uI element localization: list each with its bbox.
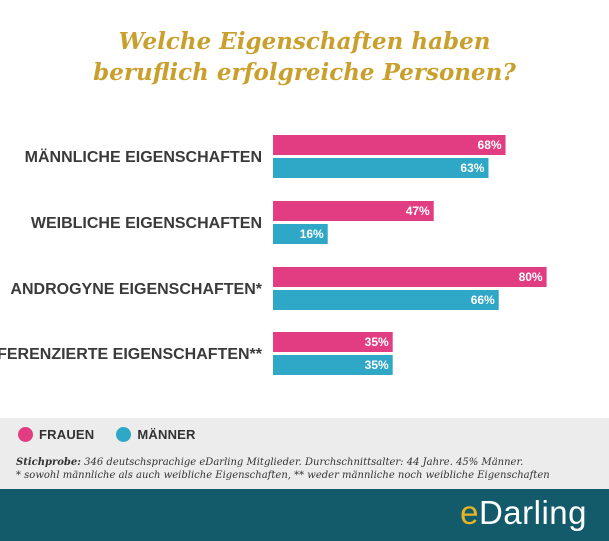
legend-item-frauen: FRAUEN xyxy=(18,427,94,442)
sample-label: Stichprobe: xyxy=(16,457,81,468)
title-line-1: Welche Eigenschaften haben xyxy=(118,28,491,55)
bar-maenner xyxy=(273,224,328,244)
title-line-2: beruflich erfolgreiche Personen? xyxy=(93,59,516,86)
value-label: 16% xyxy=(300,227,324,241)
value-label: 35% xyxy=(365,358,389,372)
legend-label-maenner: MÄNNER xyxy=(137,427,196,442)
category-label: MÄNNLICHE EIGENSCHAFTEN xyxy=(25,148,262,166)
value-label: 63% xyxy=(460,161,484,175)
footer-bar: eDarling xyxy=(0,489,609,541)
sample-notes: Stichprobe: 346 deutschsprachige eDarlin… xyxy=(16,456,596,482)
legend-label-frauen: FRAUEN xyxy=(39,427,95,442)
bar-frauen xyxy=(273,201,434,221)
bar-maenner xyxy=(273,290,499,310)
legend: FRAUEN MÄNNER xyxy=(18,427,218,442)
bar-maenner xyxy=(273,158,489,178)
value-label: 80% xyxy=(519,270,543,284)
category-label: UNDIFFERENZIERTE EIGENSCHAFTEN** xyxy=(0,346,263,363)
value-label: 66% xyxy=(471,293,495,307)
sample-text: 346 deutschsprachige eDarling Mitglieder… xyxy=(80,457,524,468)
footnote: * sowohl männliche als auch weibliche Ei… xyxy=(16,470,550,481)
value-label: 68% xyxy=(478,138,502,152)
value-label: 47% xyxy=(406,204,430,218)
brand-logo-name: Darling xyxy=(478,494,587,531)
bar-frauen xyxy=(273,332,393,352)
brand-logo: eDarling xyxy=(460,494,587,532)
bar-chart: MÄNNLICHE EIGENSCHAFTEN 68% 63% WEIBLICHE E… xyxy=(0,135,547,375)
legend-swatch-maenner xyxy=(116,427,132,442)
value-label: 35% xyxy=(365,335,389,349)
bar-maenner xyxy=(273,355,393,375)
category-label: ANDROGYNE EIGENSCHAFTEN* xyxy=(10,281,262,298)
legend-swatch-frauen xyxy=(18,427,33,442)
category-label: WEIBLICHE EIGENSCHAFTEN xyxy=(31,215,262,232)
sample-line: Stichprobe: 346 deutschsprachige eDarlin… xyxy=(16,456,596,469)
legend-notes-panel: FRAUEN MÄNNER Stichprobe: 346 deutschspr… xyxy=(0,418,609,489)
bar-frauen xyxy=(273,267,547,287)
bar-frauen xyxy=(273,135,506,155)
legend-item-maenner: MÄNNER xyxy=(116,427,195,442)
brand-logo-prefix: e xyxy=(460,494,479,531)
chart-title: Welche Eigenschaften haben beruflich erf… xyxy=(0,26,609,88)
